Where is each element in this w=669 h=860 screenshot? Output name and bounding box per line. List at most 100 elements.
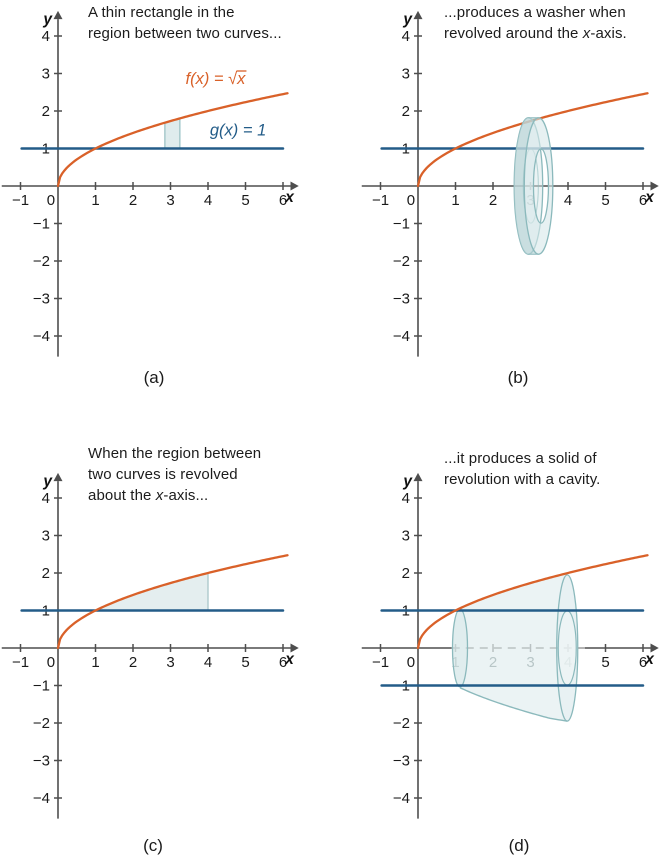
y-axis-arrow — [413, 472, 423, 482]
x-tick-label: 0 — [47, 192, 55, 209]
x-tick-label: 5 — [241, 192, 249, 209]
caption-text: ...it produces a solid of — [444, 450, 597, 467]
x-axis-arrow — [290, 181, 299, 191]
caption-line: A thin rectangle in the — [88, 2, 330, 23]
curve-f — [416, 554, 649, 650]
y-tick-label: −4 — [33, 328, 50, 345]
x-tick-label: 4 — [564, 192, 572, 209]
x-tick-label: 0 — [407, 654, 415, 671]
y-tick-label: −2 — [33, 715, 50, 732]
panel-a: A thin rectangle in the region between tw… — [0, 0, 335, 430]
x-tick-label: 3 — [166, 654, 174, 671]
caption-italic-variable: x — [582, 25, 591, 42]
y-tick-label: 3 — [402, 66, 410, 83]
y-tick-label: −2 — [33, 253, 50, 270]
x-axis-arrow — [290, 643, 299, 653]
caption-line: When the region between — [88, 443, 330, 464]
curve-label-g: g(x) = 1 — [210, 121, 266, 139]
x-tick-label: −1 — [12, 654, 29, 671]
caption-line: revolution with a cavity. — [444, 469, 669, 490]
x-axis-letter: x — [284, 189, 295, 206]
y-tick-label: 4 — [402, 490, 410, 507]
y-tick-label: −1 — [33, 216, 50, 233]
y-axis-letter: y — [402, 473, 413, 490]
y-tick-label: 4 — [42, 28, 50, 45]
caption-line: ...it produces a solid of — [444, 448, 669, 469]
panel-a-caption: A thin rectangle in the region between tw… — [88, 2, 330, 44]
y-axis-letter: y — [42, 11, 53, 28]
curve-label-f: f(x) = √x — [186, 70, 247, 88]
x-tick-label: 6 — [279, 654, 287, 671]
y-axis-arrow — [53, 472, 63, 482]
y-tick-label: −2 — [393, 715, 410, 732]
x-tick-label: 1 — [91, 192, 99, 209]
x-tick-label: −1 — [372, 654, 389, 671]
x-axis-letter: x — [284, 651, 295, 668]
y-tick-label: −4 — [33, 790, 50, 807]
y-tick-label: 2 — [402, 565, 410, 582]
y-tick-label: 2 — [42, 565, 50, 582]
caption-line: ...produces a washer when — [444, 2, 669, 23]
y-tick-label: −3 — [393, 753, 410, 770]
y-tick-label: 4 — [42, 490, 50, 507]
caption-italic-variable: x — [155, 487, 164, 504]
caption-text: about the — [88, 487, 156, 504]
x-axis-letter: x — [644, 189, 655, 206]
x-tick-label: 2 — [489, 192, 497, 209]
panel-c-label: (c) — [143, 836, 163, 855]
caption-text: -axis. — [590, 25, 627, 42]
x-tick-label: 2 — [129, 192, 137, 209]
x-tick-label: 5 — [241, 654, 249, 671]
y-axis-arrow — [413, 10, 423, 20]
region-between-curves — [95, 573, 208, 611]
y-tick-label: 3 — [402, 528, 410, 545]
x-tick-label: 1 — [91, 654, 99, 671]
y-tick-label: 2 — [402, 103, 410, 120]
caption-line: region between two curves... — [88, 23, 330, 44]
y-tick-label: 2 — [42, 103, 50, 120]
y-tick-label: −3 — [393, 291, 410, 308]
panel-c: When the region between two curves is rev… — [0, 430, 335, 860]
solid-cavity-opening — [557, 610, 577, 686]
caption-text: two curves is revolved — [88, 466, 238, 483]
solid-lower-silhouette — [459, 687, 568, 722]
caption-text: region between two curves... — [88, 25, 282, 42]
y-axis-letter: y — [42, 473, 53, 490]
caption-text: ...produces a washer when — [444, 4, 626, 21]
caption-text: -axis... — [163, 487, 209, 504]
y-tick-label: −4 — [393, 328, 410, 345]
caption-line: two curves is revolved — [88, 464, 330, 485]
panel-d-caption: ...it produces a solid of revolution with… — [444, 448, 669, 490]
curve-f — [56, 554, 289, 650]
x-tick-label: 3 — [166, 192, 174, 209]
x-tick-label: 5 — [601, 654, 609, 671]
x-tick-label: 1 — [451, 192, 459, 209]
y-tick-label: −3 — [33, 291, 50, 308]
x-tick-label: 4 — [204, 192, 212, 209]
x-tick-label: 2 — [129, 654, 137, 671]
y-tick-label: −2 — [393, 253, 410, 270]
caption-text: When the region between — [88, 445, 262, 462]
x-axis-arrow — [650, 643, 659, 653]
caption-line: about the x-axis... — [88, 485, 330, 506]
solid-left-opening — [451, 608, 469, 688]
y-axis-arrow — [53, 10, 63, 20]
y-tick-label: −1 — [33, 678, 50, 695]
caption-text: revolution with a cavity. — [444, 471, 601, 488]
y-tick-label: 3 — [42, 528, 50, 545]
y-axis-letter: y — [402, 11, 413, 28]
panel-c-caption: When the region between two curves is rev… — [88, 443, 330, 506]
washer-front-face — [523, 117, 554, 255]
y-tick-label: −3 — [33, 753, 50, 770]
x-tick-label: 0 — [407, 192, 415, 209]
curve-f — [56, 92, 289, 188]
x-tick-label: −1 — [372, 192, 389, 209]
panel-b-label: (b) — [507, 368, 529, 387]
y-tick-label: 3 — [42, 66, 50, 83]
caption-line: revolved around the x-axis. — [444, 23, 669, 44]
caption-text: A thin rectangle in the — [88, 4, 235, 21]
caption-text: revolved around the — [444, 25, 583, 42]
